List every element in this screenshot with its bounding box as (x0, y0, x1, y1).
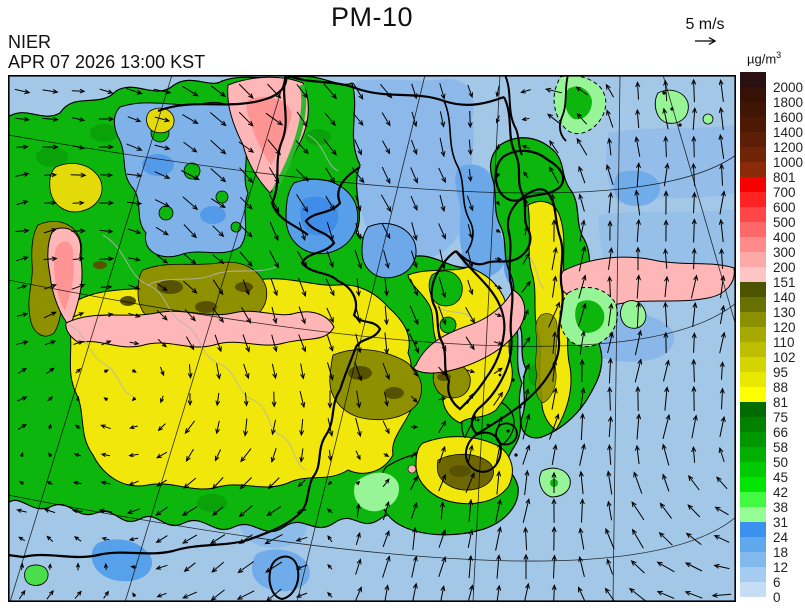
legend-swatch (740, 462, 766, 477)
legend-value: 1600 (773, 109, 804, 125)
legend-value: 75 (773, 409, 789, 425)
legend-value: 1200 (773, 139, 804, 155)
legend-value: 31 (773, 514, 789, 530)
legend-swatch (740, 87, 766, 102)
wind-arrows (14, 78, 732, 607)
legend-value: 50 (773, 454, 789, 470)
legend-value: 130 (773, 304, 796, 320)
legend-swatch (740, 282, 766, 297)
legend-value: 500 (773, 214, 796, 230)
wind-scale-reference: 5 m/s (662, 16, 748, 52)
legend-value: 200 (773, 259, 796, 275)
legend-swatch (740, 522, 766, 537)
legend-value: 2000 (773, 79, 804, 95)
legend-swatch (740, 507, 766, 522)
legend-value: 600 (773, 199, 796, 215)
legend-swatch (740, 162, 766, 177)
legend-swatch (740, 342, 766, 357)
legend-swatch (740, 417, 766, 432)
legend-swatch (740, 387, 766, 402)
legend-value: 0 (773, 589, 781, 605)
legend-swatch (740, 312, 766, 327)
legend-swatch (740, 492, 766, 507)
legend-value: 102 (773, 349, 796, 365)
legend-value: 18 (773, 544, 789, 560)
legend-value: 58 (773, 439, 789, 455)
legend-value: 151 (773, 274, 796, 290)
legend-swatch (740, 117, 766, 132)
legend-swatch (740, 252, 766, 267)
legend-value: 1800 (773, 94, 804, 110)
legend-swatch (740, 192, 766, 207)
legend-value: 1000 (773, 154, 804, 170)
map-frame (8, 75, 737, 603)
units-label: µg/m3 (747, 50, 782, 67)
legend-value: 95 (773, 364, 789, 380)
legend-value: 24 (773, 529, 789, 545)
legend-swatch (740, 132, 766, 147)
legend-swatch (740, 372, 766, 387)
legend-value: 801 (773, 169, 796, 185)
legend-value: 700 (773, 184, 796, 200)
wind-arrow-layer (14, 78, 732, 607)
legend-swatch (740, 72, 766, 87)
legend-swatch (740, 102, 766, 117)
legend-swatch (740, 432, 766, 447)
legend-value: 38 (773, 499, 789, 515)
legend-value: 88 (773, 379, 789, 395)
legend-swatch (740, 567, 766, 582)
legend-value: 42 (773, 484, 789, 500)
agency-label: NIER (8, 32, 52, 52)
legend-swatch (740, 327, 766, 342)
legend-value: 400 (773, 229, 796, 245)
coastline-layer (7, 73, 569, 601)
legend-swatch (740, 537, 766, 552)
legend-swatch (740, 477, 766, 492)
legend-swatch (740, 357, 766, 372)
legend-value: 140 (773, 289, 796, 305)
small-island-dots-layer (406, 91, 682, 457)
forecast-datetime: APR 07 2026 13:00 KST (8, 52, 206, 72)
page-title: PM-10 (330, 2, 414, 32)
legend-value: 12 (773, 559, 789, 575)
legend-swatch (740, 267, 766, 282)
legend-value: 81 (773, 394, 789, 410)
forecast-map-canvas (7, 73, 737, 607)
legend-swatch (740, 582, 766, 597)
wind-scale-label: 5 m/s (685, 16, 725, 33)
legend-swatch (740, 297, 766, 312)
legend-value: 1400 (773, 124, 804, 140)
legend-value: 110 (773, 334, 795, 350)
legend-swatch (740, 177, 766, 192)
legend-swatch (740, 237, 766, 252)
legend-value: 45 (773, 469, 789, 485)
legend-swatch (740, 222, 766, 237)
graticule-layer (7, 74, 737, 603)
legend-swatch (740, 402, 766, 417)
color-scale-legend: 2000 1800 1600 1400 1200 1000 801 700 600 500 400 3… (740, 72, 804, 605)
wind-scale-arrow-icon (695, 36, 717, 46)
legend-value: 300 (773, 244, 796, 260)
legend-value: 66 (773, 424, 789, 440)
legend-value: 120 (773, 319, 796, 335)
legend-swatch (740, 207, 766, 222)
forecast-map (7, 73, 737, 607)
legend-swatch (740, 552, 766, 567)
legend-swatch (740, 447, 766, 462)
legend-value: 6 (773, 574, 781, 590)
legend-swatch (740, 147, 766, 162)
